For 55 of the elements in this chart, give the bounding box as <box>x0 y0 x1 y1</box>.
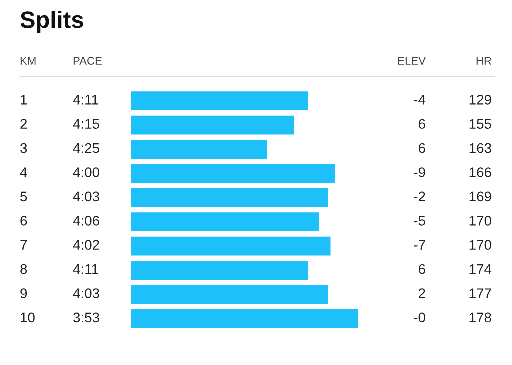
text: 4:11 <box>73 264 98 274</box>
y-tick-label: 9 <box>20 288 28 298</box>
bar <box>131 164 336 184</box>
bar <box>131 236 331 256</box>
text: 170 <box>470 240 492 250</box>
bar <box>131 285 328 304</box>
text: 129 <box>470 94 492 105</box>
bar <box>131 212 320 232</box>
y-tick-label: 7 <box>20 240 28 250</box>
text: 166 <box>470 168 492 178</box>
text: 4:00 <box>73 168 100 178</box>
text: -4 <box>414 95 426 105</box>
y-tick-label: 4 <box>20 168 28 178</box>
text: 3:53 <box>74 312 100 323</box>
text: 4:25 <box>73 143 100 154</box>
text: 170 <box>470 216 492 226</box>
text: 4:03 <box>73 288 100 298</box>
y-tick-label: 10 <box>21 312 35 323</box>
bar <box>131 116 294 135</box>
bar <box>131 140 268 159</box>
text: 4:15 <box>73 119 100 130</box>
bar <box>131 309 358 328</box>
y-axis-title: KM <box>20 57 36 65</box>
bar <box>131 92 308 111</box>
y-tick-label: 2 <box>20 119 28 129</box>
text: 178 <box>470 312 492 323</box>
text: -5 <box>414 216 426 226</box>
bar <box>131 188 328 208</box>
bar <box>131 261 308 280</box>
text: 6 <box>418 143 426 154</box>
y-tick-label: 5 <box>20 192 28 202</box>
text: 163 <box>470 143 492 154</box>
text: 4:06 <box>73 216 100 226</box>
text: 169 <box>470 192 492 202</box>
text: 155 <box>470 119 492 130</box>
text: -9 <box>414 168 426 178</box>
text: -7 <box>414 240 426 250</box>
text: 174 <box>470 264 492 274</box>
text: PACE <box>74 57 102 65</box>
text: 4:03 <box>73 192 100 202</box>
text: 2 <box>418 288 426 298</box>
text: HR <box>476 57 492 65</box>
text: 4:02 <box>73 240 100 250</box>
text: -2 <box>414 192 426 202</box>
y-tick-label: 6 <box>20 216 28 226</box>
text: 4:11 <box>73 95 98 105</box>
chart-title: Splits <box>20 10 84 34</box>
text: 6 <box>418 264 426 274</box>
y-tick-label: 3 <box>20 143 28 154</box>
y-tick-label: 1 <box>21 95 28 105</box>
text: 177 <box>470 288 492 298</box>
text: ELEV <box>398 57 426 65</box>
y-tick-label: 8 <box>20 264 28 274</box>
text: -0 <box>414 312 426 323</box>
text: 6 <box>418 119 426 130</box>
